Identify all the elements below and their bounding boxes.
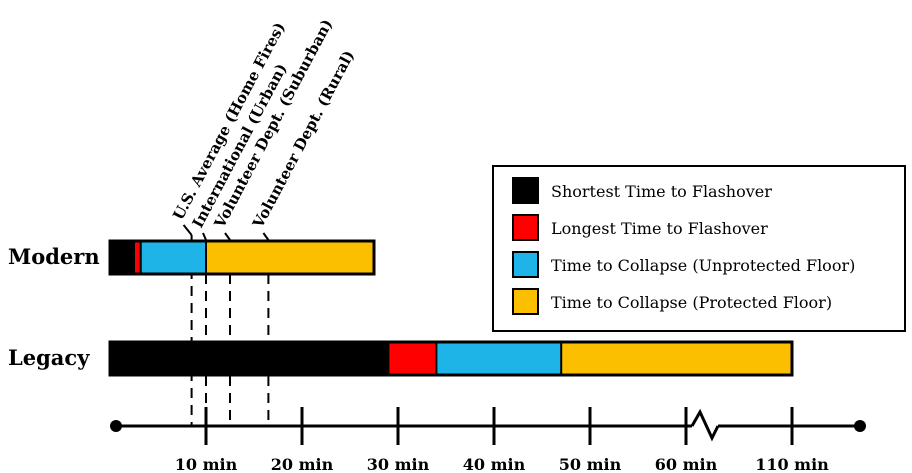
bar-segment-modern-2: [140, 241, 206, 274]
legend-swatch-0: [512, 177, 539, 204]
axis-tick-label-2: 30 min: [367, 455, 430, 473]
axis-endpoint-right: [854, 420, 866, 432]
bar-segment-legacy-1: [388, 342, 437, 375]
response-leader-1: [202, 232, 207, 241]
response-leader-0: [182, 224, 193, 236]
axis-endpoint-left: [110, 420, 122, 432]
axis-tick-label-6: 110 min: [755, 455, 829, 473]
response-leader-2: [224, 232, 231, 241]
bar-segment-legacy-0: [110, 342, 389, 375]
axis-tick-label-1: 20 min: [271, 455, 334, 473]
row-label-modern: Modern: [8, 244, 100, 269]
response-leader-3: [262, 232, 270, 241]
response-dash-lines: [182, 224, 270, 426]
legend-label-1: Longest Time to Flashover: [551, 219, 768, 238]
bar-segment-legacy-3: [561, 342, 792, 375]
legend-swatch-2: [512, 251, 539, 278]
legend-swatch-1: [512, 214, 539, 241]
row-label-legacy: Legacy: [8, 345, 90, 370]
legend-label-0: Shortest Time to Flashover: [551, 182, 772, 201]
legend: Shortest Time to Flashover Longest Time t…: [492, 165, 906, 332]
legend-label-3: Time to Collapse (Protected Floor): [551, 293, 832, 312]
bar-segment-modern-3: [206, 241, 374, 274]
bar-rows: Modern Legacy: [8, 239, 794, 377]
axis-tick-label-0: 10 min: [175, 455, 238, 473]
legend-swatch-3: [512, 288, 539, 315]
axis-tick-label-5: 60 min: [655, 455, 718, 473]
bar-segment-modern-1: [134, 241, 141, 274]
bar-segment-legacy-2: [436, 342, 562, 375]
axis-tick-label-3: 40 min: [463, 455, 526, 473]
bar-outline-legacy: [108, 340, 794, 377]
axis-tick-label-4: 50 min: [559, 455, 622, 473]
axis-break-mark: [690, 408, 720, 442]
legend-box: [492, 165, 906, 332]
response-time-labels: U.S. Average (Home Fires)International (…: [169, 16, 358, 232]
bar-outline-modern: [108, 239, 376, 276]
time-axis: 10 min 20 min 30 min 40 min 50 min 60 min 110 …: [110, 407, 866, 473]
legend-label-2: Time to Collapse (Unprotected Floor): [551, 256, 855, 275]
bar-segment-modern-0: [110, 241, 134, 274]
